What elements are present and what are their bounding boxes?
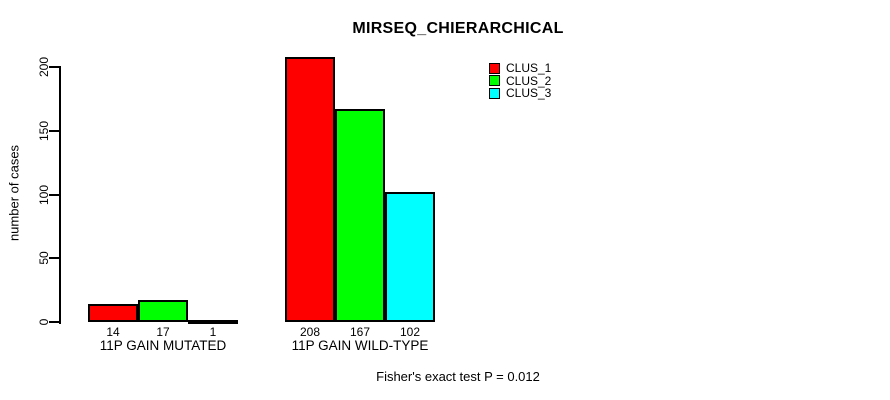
legend-label: CLUS_2 — [506, 73, 552, 88]
bar-clus_1 — [285, 56, 335, 322]
legend: CLUS_1 CLUS_2 CLUS_3 — [489, 62, 551, 100]
y-tick-label: 200 — [37, 56, 51, 78]
bar-clus_3 — [385, 191, 435, 322]
y-axis-tick — [49, 129, 59, 132]
bar-value-label: 102 — [399, 325, 421, 339]
y-tick-label: 150 — [37, 120, 51, 141]
bar-value-label: 17 — [156, 325, 170, 339]
legend-swatch-icon — [489, 87, 500, 99]
y-axis-tick — [49, 257, 59, 260]
bar-value-label: 14 — [106, 325, 120, 339]
y-tick-label: 0 — [37, 318, 51, 326]
bar-clus_1 — [88, 304, 138, 322]
y-tick-label: 100 — [37, 184, 51, 205]
y-axis-tick — [49, 321, 59, 323]
bar-value-label: 208 — [299, 325, 321, 339]
y-axis-tick — [49, 66, 59, 68]
legend-swatch-icon — [489, 62, 500, 74]
legend-item: CLUS_1 — [489, 62, 551, 75]
legend-item: CLUS_3 — [489, 87, 551, 100]
legend-label: CLUS_1 — [506, 61, 552, 76]
y-tick-label: 50 — [37, 251, 51, 265]
bar-clus_3 — [188, 319, 238, 324]
bar-value-label: 167 — [349, 325, 371, 339]
chart-title: MIRSEQ_CHIERARCHICAL — [352, 20, 564, 37]
category-label: 11P GAIN WILD-TYPE — [291, 338, 429, 353]
bar-clus_2 — [138, 300, 188, 322]
legend-swatch-icon — [489, 75, 500, 87]
bar-value-label: 1 — [209, 325, 217, 339]
y-axis-label: number of cases — [6, 144, 22, 242]
legend-item: CLUS_2 — [489, 75, 551, 88]
category-label: 11P GAIN MUTATED — [99, 338, 227, 353]
y-axis-line — [59, 66, 61, 324]
legend-label: CLUS_3 — [506, 86, 552, 101]
annotation-text: Fisher's exact test P = 0.012 — [376, 369, 540, 384]
y-axis-tick — [49, 193, 59, 196]
bar-clus_2 — [335, 109, 385, 322]
